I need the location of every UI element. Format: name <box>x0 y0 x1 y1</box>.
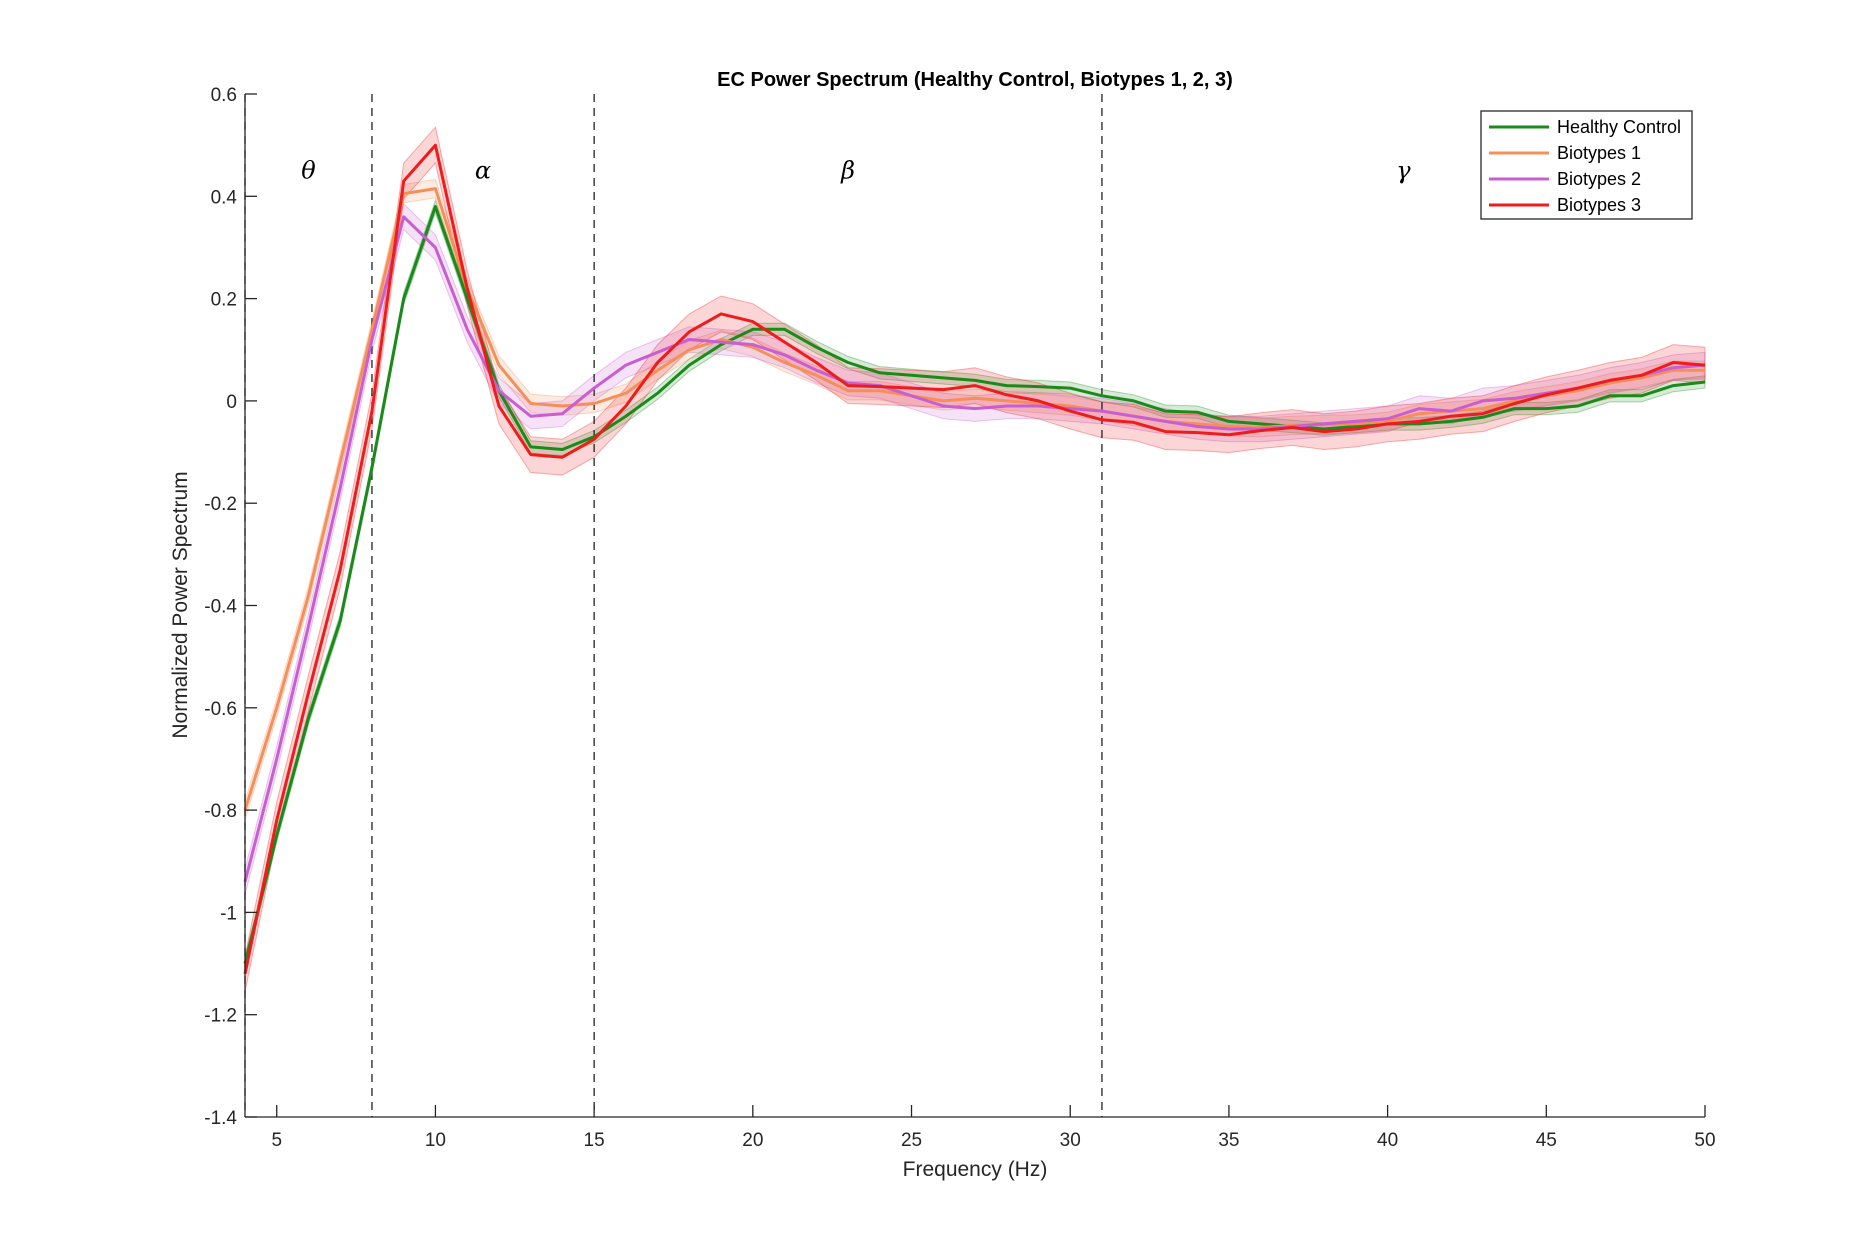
series-band-4 <box>244 126 1706 992</box>
y-tick-label: 0 <box>226 392 237 413</box>
x-tick-label: 45 <box>1536 1130 1557 1151</box>
legend-box <box>1480 110 1693 220</box>
x-tick-label: 20 <box>742 1130 763 1151</box>
series-band-1 <box>244 198 1706 970</box>
series-lines <box>243 143 1706 975</box>
x-tick-label: 15 <box>584 1130 605 1151</box>
x-tick-label: 50 <box>1694 1130 1715 1151</box>
series-band-3 <box>244 203 1706 895</box>
x-axis-label: Frequency (Hz) <box>903 1158 1048 1181</box>
y-tick-label: -1 <box>220 903 237 924</box>
band-label: α <box>475 157 491 185</box>
series-line-2 <box>243 187 1705 811</box>
x-tick-label: 5 <box>271 1130 282 1151</box>
y-tick-label: 0.2 <box>211 290 237 311</box>
x-tick-label: 30 <box>1060 1130 1081 1151</box>
x-tick-label: 25 <box>901 1130 922 1151</box>
legend-entry-4: Biotypes 3 <box>1557 195 1641 215</box>
x-tick-label: 35 <box>1218 1130 1239 1151</box>
band-boundary-lines <box>244 94 1103 1117</box>
series-line-4 <box>243 143 1706 975</box>
band-label: θ <box>301 157 316 185</box>
confidence-bands <box>244 126 1706 992</box>
series-line-1 <box>243 205 1706 964</box>
legend-entry-3: Biotypes 2 <box>1557 169 1641 189</box>
chart-title: EC Power Spectrum (Healthy Control, Biot… <box>717 69 1233 91</box>
x-tick-label: 10 <box>425 1130 446 1151</box>
y-tick-label: -1.4 <box>204 1108 237 1129</box>
band-label: β <box>840 157 855 185</box>
legend-entry-1: Healthy Control <box>1557 117 1681 137</box>
y-tick-label: -0.4 <box>204 597 237 618</box>
legend-entry-2: Biotypes 1 <box>1557 143 1641 163</box>
x-tick-label: 40 <box>1377 1130 1398 1151</box>
legend: Healthy Control Biotypes 1 Biotypes 2 Bioty… <box>1480 110 1693 220</box>
axes: 5 10 15 20 25 30 35 40 45 50 -1.4 -1.2 -1 -0.8 -0.6 -0.… <box>204 85 1715 1151</box>
y-tick-label: -1.2 <box>204 1006 237 1027</box>
y-tick-label: 0.6 <box>211 85 237 106</box>
band-label: γ <box>1396 157 1411 185</box>
y-axis-label: Normalized Power Spectrum <box>169 471 192 738</box>
y-tick-label: -0.8 <box>204 801 237 822</box>
y-tick-label: -0.2 <box>204 494 237 515</box>
y-tick-label: 0.4 <box>211 187 238 208</box>
y-tick-label: -0.6 <box>204 699 237 720</box>
